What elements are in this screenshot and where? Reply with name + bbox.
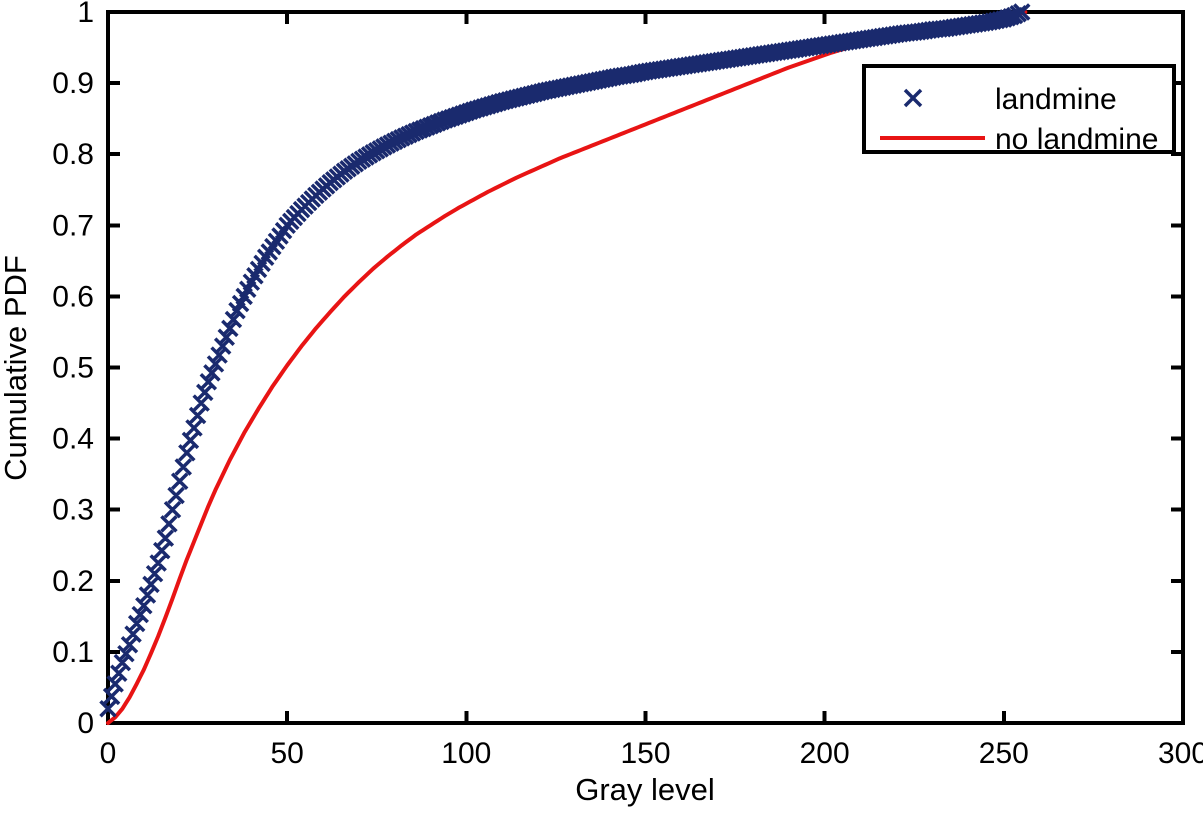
legend-label: landmine bbox=[995, 83, 1117, 116]
y-tick-label: 0.7 bbox=[52, 209, 94, 242]
chart-legend: landmine no landmine bbox=[862, 64, 1176, 156]
y-tick-label: 0.4 bbox=[52, 423, 94, 456]
y-axis-label: Cumulative PDF bbox=[0, 255, 33, 481]
y-tick-label: 0 bbox=[77, 707, 94, 740]
x-tick-label: 300 bbox=[1158, 737, 1203, 770]
legend-entries: landmine no landmine bbox=[880, 83, 1158, 156]
x-tick-label: 100 bbox=[441, 737, 491, 770]
y-tick-label: 0.2 bbox=[52, 565, 94, 598]
y-tick-label: 0.5 bbox=[52, 352, 94, 385]
y-tick-label: 0.9 bbox=[52, 67, 94, 100]
y-tick-label: 0.6 bbox=[52, 280, 94, 313]
y-axis-ticks bbox=[108, 81, 1183, 654]
x-tick-label: 0 bbox=[100, 737, 117, 770]
y-tick-label: 0.3 bbox=[52, 494, 94, 527]
series-landmine bbox=[99, 3, 1031, 718]
x-axis-label: Gray level bbox=[575, 772, 715, 807]
x-axis-tick-labels: 0 50 100 150 200 250 300 bbox=[100, 737, 1203, 770]
x-tick-label: 200 bbox=[800, 737, 850, 770]
markers-landmine bbox=[99, 3, 1031, 718]
y-tick-label: 0.8 bbox=[52, 138, 94, 171]
y-tick-label: 1 bbox=[77, 0, 94, 29]
y-axis-tick-labels: 0 0.1 0.2 0.3 0.4 0.5 0.6 0.7 0.8 0.9 1 bbox=[52, 0, 94, 740]
x-tick-label: 250 bbox=[979, 737, 1029, 770]
y-tick-label: 0.1 bbox=[52, 636, 94, 669]
legend-marker-x-icon bbox=[903, 88, 923, 108]
legend-label: no landmine bbox=[995, 123, 1158, 156]
x-tick-label: 150 bbox=[620, 737, 670, 770]
x-tick-label: 50 bbox=[270, 737, 303, 770]
